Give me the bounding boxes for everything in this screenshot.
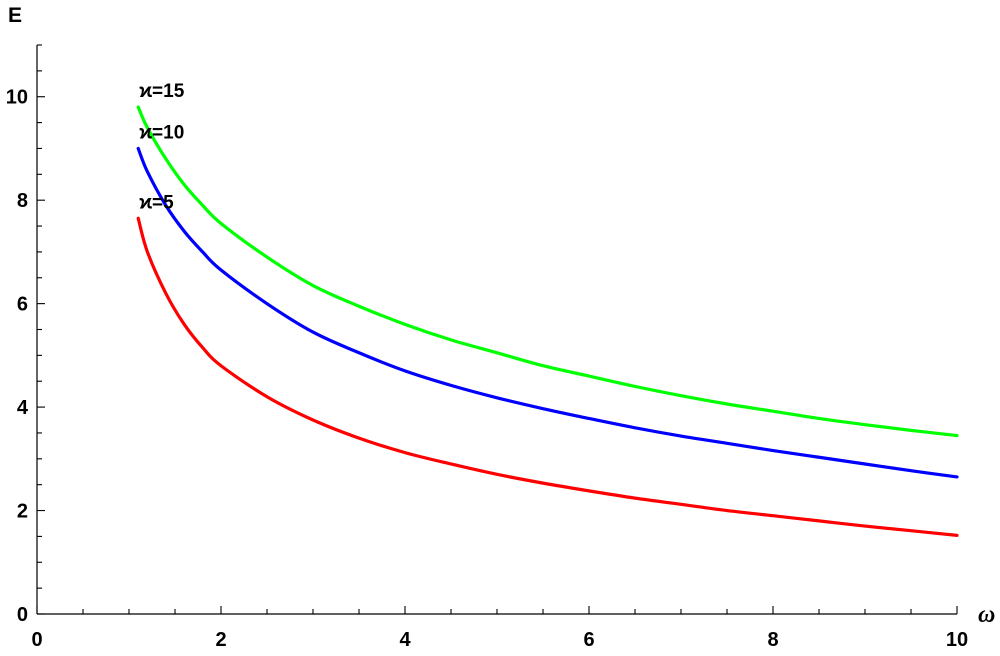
y-tick-label: 4 (17, 397, 29, 419)
x-tick-label: 6 (583, 629, 594, 651)
x-tick-label: 8 (767, 629, 778, 651)
y-tick-label: 2 (17, 501, 28, 523)
y-tick-label: 6 (17, 294, 28, 316)
x-tick-label: 0 (31, 629, 42, 651)
series-label-1: ϰ=15 (139, 81, 185, 102)
x-tick-label: 2 (215, 629, 226, 651)
series-line-2 (136, 146, 959, 479)
y-axis-label: E (8, 4, 22, 27)
x-tick-label: 4 (399, 629, 411, 651)
x-tick-label: 10 (946, 629, 968, 651)
series-label-3: ϰ=5 (139, 192, 174, 213)
tick-labels: 0 2 4 6 8 10 0 2 4 6 8 10 (6, 87, 968, 651)
series-line-3 (136, 216, 959, 537)
series-label-2: ϰ=10 (139, 122, 184, 143)
x-axis-label: ω (978, 602, 995, 628)
ticks (36, 44, 958, 615)
series-lines (136, 105, 959, 537)
series-line-1 (136, 105, 959, 438)
y-tick-label: 0 (17, 604, 28, 626)
y-tick-label: 10 (6, 87, 28, 109)
series-labels: ϰ=15 ϰ=10 ϰ=5 (139, 81, 185, 213)
y-tick-label: 8 (17, 190, 28, 212)
